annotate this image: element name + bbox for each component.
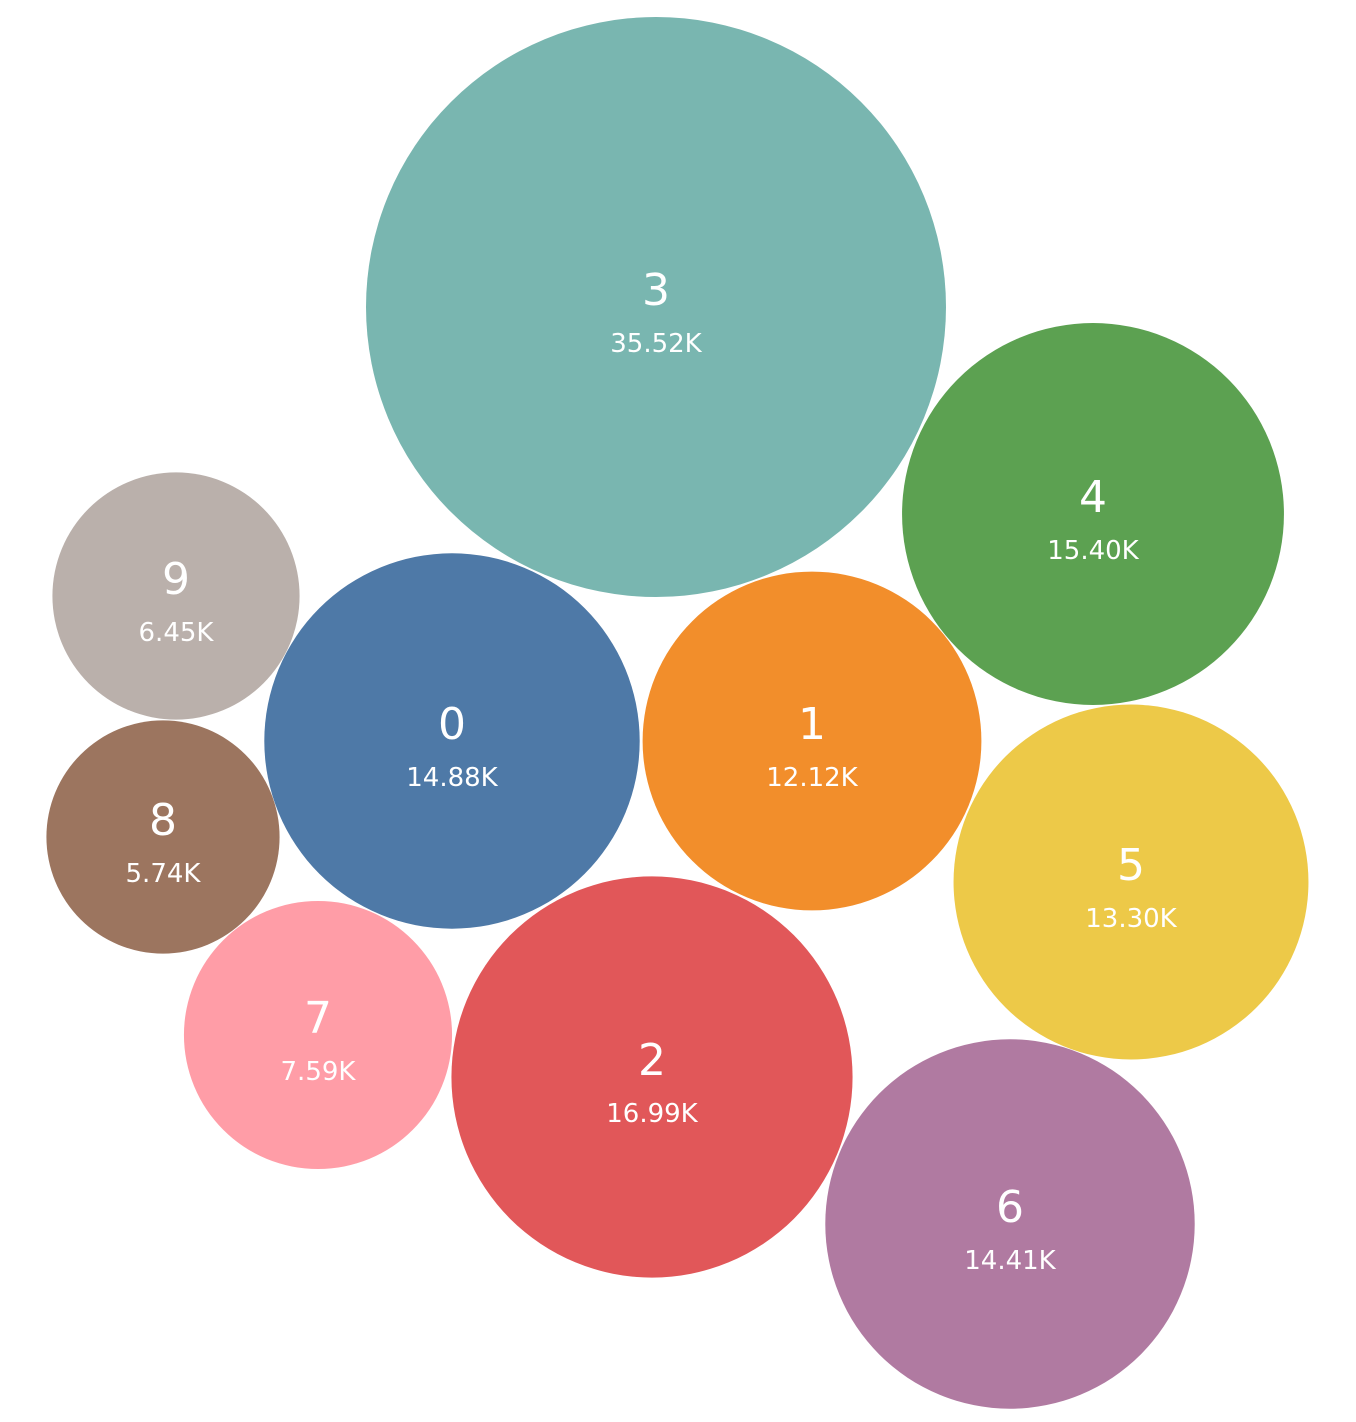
bubble-value-label-7: 7.59K (281, 1057, 357, 1087)
bubble-label-9: 9 (162, 554, 190, 605)
bubble-circle-0[interactable] (264, 553, 640, 929)
bubble-label-0: 0 (438, 699, 466, 750)
bubble-value-label-9: 6.45K (139, 618, 215, 648)
bubble-circle-2[interactable] (451, 876, 853, 1278)
bubble-value-label-4: 15.40K (1047, 536, 1139, 566)
bubble-value-label-5: 13.30K (1085, 904, 1177, 934)
bubble-2[interactable]: 2 16.99K (451, 876, 853, 1278)
bubble-7[interactable]: 7 7.59K (183, 900, 453, 1170)
bubble-value-label-3: 35.52K (610, 329, 702, 359)
bubble-value-label-8: 5.74K (126, 859, 202, 889)
bubble-value-label-6: 14.41K (964, 1246, 1056, 1276)
bubble-circle-4[interactable] (902, 323, 1284, 705)
bubble-label-8: 8 (149, 795, 177, 846)
bubble-5[interactable]: 5 13.30K (953, 704, 1309, 1060)
bubble-label-1: 1 (798, 699, 826, 750)
bubble-circle-9[interactable] (52, 472, 300, 720)
bubble-6[interactable]: 6 14.41K (825, 1039, 1195, 1409)
bubble-3[interactable]: 3 35.52K (366, 17, 946, 597)
bubble-circle-6[interactable] (825, 1039, 1195, 1409)
bubble-0[interactable]: 0 14.88K (264, 553, 640, 929)
bubble-label-5: 5 (1117, 840, 1145, 891)
bubble-label-7: 7 (304, 993, 332, 1044)
bubble-8[interactable]: 8 5.74K (46, 720, 280, 954)
bubble-9[interactable]: 9 6.45K (52, 472, 300, 720)
bubble-value-label-2: 16.99K (606, 1099, 698, 1129)
bubble-circle-7[interactable] (183, 900, 453, 1170)
bubble-circle-8[interactable] (46, 720, 280, 954)
bubble-value-label-0: 14.88K (406, 763, 498, 793)
bubble-circle-3[interactable] (366, 17, 946, 597)
bubble-4[interactable]: 4 15.40K (902, 323, 1284, 705)
bubble-label-3: 3 (642, 265, 670, 316)
bubble-label-2: 2 (638, 1035, 666, 1086)
bubble-circle-1[interactable] (642, 571, 982, 911)
bubble-label-4: 4 (1079, 472, 1107, 523)
bubble-circle-5[interactable] (953, 704, 1309, 1060)
bubble-value-label-1: 12.12K (766, 763, 858, 793)
bubble-label-6: 6 (996, 1182, 1024, 1233)
bubble-1[interactable]: 1 12.12K (642, 571, 982, 911)
